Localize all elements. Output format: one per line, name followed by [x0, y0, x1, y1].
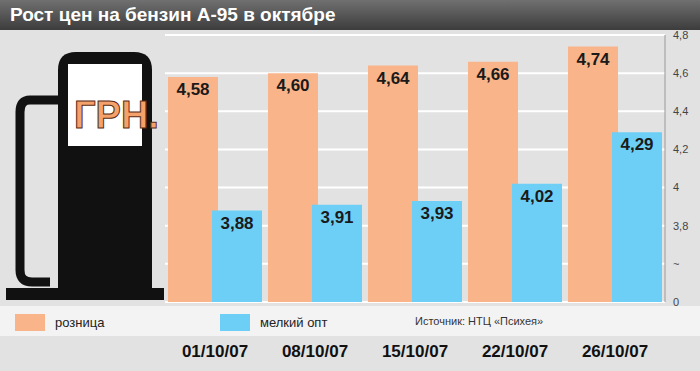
svg-text:0: 0	[673, 296, 679, 308]
html-text:Источник: НТЦ «Психея»: Источник: НТЦ «Психея»	[415, 315, 544, 327]
svg-text:01/10/07: 01/10/07	[182, 342, 248, 361]
svg-text:4,4: 4,4	[673, 105, 688, 117]
svg-text:26/10/07: 26/10/07	[582, 342, 648, 361]
svg-text:4,2: 4,2	[673, 143, 688, 155]
svg-text:08/10/07: 08/10/07	[282, 342, 348, 361]
svg-text:3,8: 3,8	[673, 220, 688, 232]
html-text:розница: розница	[55, 314, 105, 330]
svg-text:3,91: 3,91	[320, 208, 353, 227]
svg-text:3,93: 3,93	[420, 204, 453, 223]
html-text:Рост цен на бензин А-95 в октя: Рост цен на бензин А-95 в октябре	[10, 4, 336, 25]
svg-text:4,58: 4,58	[176, 80, 209, 99]
svg-text:15/10/07: 15/10/07	[382, 342, 448, 361]
svg-text:22/10/07: 22/10/07	[482, 342, 548, 361]
svg-text:4,60: 4,60	[276, 76, 309, 95]
svg-text:4,64: 4,64	[376, 69, 410, 88]
svg-text:4,74: 4,74	[576, 50, 610, 69]
svg-text:4,02: 4,02	[520, 187, 553, 206]
svg-text:~: ~	[673, 258, 679, 270]
svg-text:4,6: 4,6	[673, 67, 688, 79]
svg-text:4: 4	[673, 181, 679, 193]
svg-text:ГРН.: ГРН.	[74, 94, 159, 136]
svg-text:3,88: 3,88	[220, 214, 253, 233]
svg-text:4,29: 4,29	[620, 135, 653, 154]
svg-text:4,66: 4,66	[476, 65, 509, 84]
html-text:мелкий опт: мелкий опт	[260, 314, 328, 330]
svg-text:4,8: 4,8	[673, 29, 688, 41]
